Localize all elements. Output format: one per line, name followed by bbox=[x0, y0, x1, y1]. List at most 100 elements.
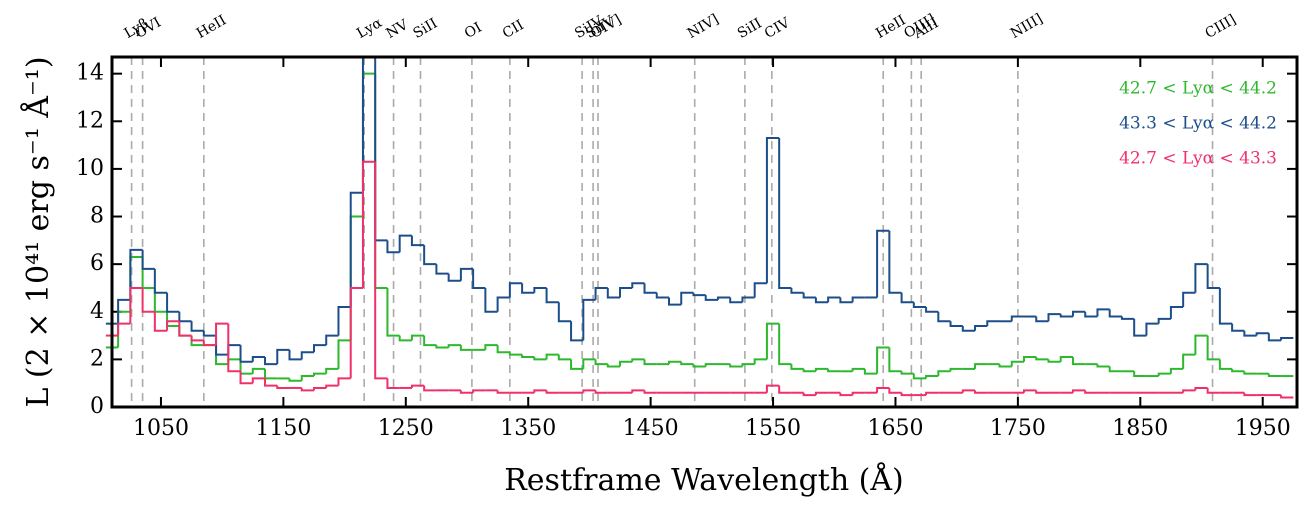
spectrum-step bbox=[643, 283, 657, 294]
spectrum-step bbox=[190, 321, 204, 332]
spectrum-step bbox=[1108, 366, 1122, 373]
spectrum-step bbox=[337, 306, 351, 336]
x-tick-label: 1550 bbox=[745, 416, 801, 441]
spectrum-step bbox=[729, 297, 743, 304]
spectrum-step bbox=[410, 384, 425, 388]
spectrum-step bbox=[545, 390, 559, 394]
spectrum-step bbox=[1243, 392, 1257, 397]
spectrum-step bbox=[521, 283, 535, 294]
spectrum-step bbox=[264, 357, 278, 366]
spectrum-step bbox=[900, 392, 914, 397]
x-tick-label: 1650 bbox=[867, 416, 923, 441]
spectrum-step bbox=[814, 297, 829, 304]
spectrum-step bbox=[288, 378, 302, 382]
spectral-line-label: SiII bbox=[735, 16, 765, 42]
spectrum-step bbox=[117, 298, 131, 324]
spectrum-step bbox=[802, 292, 816, 299]
spectrum-step bbox=[545, 353, 559, 360]
spectrum-step bbox=[1157, 372, 1171, 377]
spectrum-step bbox=[1231, 368, 1245, 373]
spectral-line-label: CII bbox=[500, 17, 527, 42]
spectrum-step bbox=[643, 390, 657, 394]
spectrum-step bbox=[937, 370, 951, 377]
spectrum-step bbox=[1255, 332, 1269, 336]
spectrum-step bbox=[741, 296, 755, 303]
spectrum-step bbox=[484, 287, 498, 313]
spectrum-step bbox=[1169, 306, 1184, 319]
spectrum-step bbox=[753, 282, 767, 298]
spectrum-step bbox=[251, 367, 266, 374]
spectrum-step bbox=[447, 344, 461, 348]
spectrum-step bbox=[961, 389, 976, 393]
spectrum-step bbox=[851, 296, 865, 303]
spectrum-step bbox=[374, 57, 388, 242]
spectrum-step bbox=[227, 323, 241, 373]
spectrum-step bbox=[1084, 311, 1098, 318]
spectrum-step bbox=[802, 392, 816, 397]
spectrum-step bbox=[667, 360, 682, 365]
spectrum-step bbox=[974, 390, 988, 394]
spectrum-step bbox=[925, 391, 939, 396]
spectrum-step bbox=[349, 286, 363, 379]
spectrum-step bbox=[251, 356, 266, 362]
spectrum-step bbox=[949, 367, 963, 372]
spectrum-step bbox=[239, 345, 253, 363]
spectrum-step bbox=[410, 334, 425, 341]
spectrum-step bbox=[961, 326, 976, 332]
spectrum-step bbox=[1010, 360, 1025, 367]
spectrum-step bbox=[398, 335, 412, 342]
spectrum-step bbox=[386, 287, 400, 337]
spectrum-step bbox=[349, 191, 363, 307]
spectrum-step bbox=[827, 368, 841, 373]
spectrum-step bbox=[312, 344, 327, 353]
spectrum-step bbox=[496, 296, 510, 312]
spectrum-step bbox=[790, 287, 804, 294]
spectrum-step bbox=[778, 385, 792, 394]
legend-entry: 42.7 < Lyα < 44.2 bbox=[1119, 79, 1277, 99]
spectrum-step bbox=[643, 359, 657, 366]
spectrum-step bbox=[117, 310, 131, 348]
spectrum-step bbox=[863, 368, 878, 375]
x-tick-label: 1450 bbox=[623, 416, 679, 441]
spectrum-step bbox=[227, 344, 241, 355]
spectrum-step bbox=[1267, 373, 1282, 378]
spectrum-step bbox=[166, 320, 180, 331]
spectrum-step bbox=[1059, 356, 1073, 362]
spectrum-step bbox=[1280, 336, 1294, 341]
spectral-line-label: SiII bbox=[410, 16, 440, 42]
spectrum-step bbox=[178, 326, 192, 337]
spectrum-step bbox=[1194, 263, 1208, 293]
spectrum-step bbox=[827, 296, 841, 303]
spectrum-step bbox=[1145, 322, 1159, 336]
spectral-line-label: CIV bbox=[762, 14, 794, 41]
spectrum-step bbox=[129, 248, 143, 300]
spectrum-step bbox=[1133, 371, 1147, 378]
spectral-line-label: Lyα bbox=[354, 15, 385, 42]
x-tick-label: 1250 bbox=[378, 416, 434, 441]
spectrum-step bbox=[1267, 333, 1282, 342]
spectrum-step bbox=[153, 287, 168, 313]
spectrum-step bbox=[325, 367, 339, 374]
spectrum-step bbox=[117, 322, 131, 336]
spectrum-step bbox=[264, 378, 278, 387]
spectrum-step bbox=[1194, 386, 1208, 391]
y-tick-label: 6 bbox=[90, 251, 104, 276]
spectrum-step bbox=[876, 346, 890, 374]
spectrum-step bbox=[802, 368, 816, 373]
spectrum-step bbox=[582, 389, 596, 393]
spectrum-step bbox=[937, 311, 951, 323]
spectrum-step bbox=[1157, 317, 1171, 324]
spectrum-step bbox=[141, 257, 155, 289]
spectrum-step bbox=[1218, 287, 1233, 325]
spectrum-step bbox=[839, 392, 853, 397]
y-tick-label: 4 bbox=[90, 299, 104, 324]
spectrum-step bbox=[790, 364, 804, 370]
spectrum-step bbox=[680, 291, 694, 305]
spectrum-step bbox=[606, 364, 621, 368]
plot-frame bbox=[110, 55, 1299, 409]
spectrum-step bbox=[141, 287, 155, 313]
spectrum-step bbox=[533, 357, 547, 361]
spectrum-step bbox=[582, 298, 596, 341]
spectral-line-label: NV bbox=[384, 16, 412, 41]
spectral-line-label: NIV] bbox=[685, 11, 722, 42]
